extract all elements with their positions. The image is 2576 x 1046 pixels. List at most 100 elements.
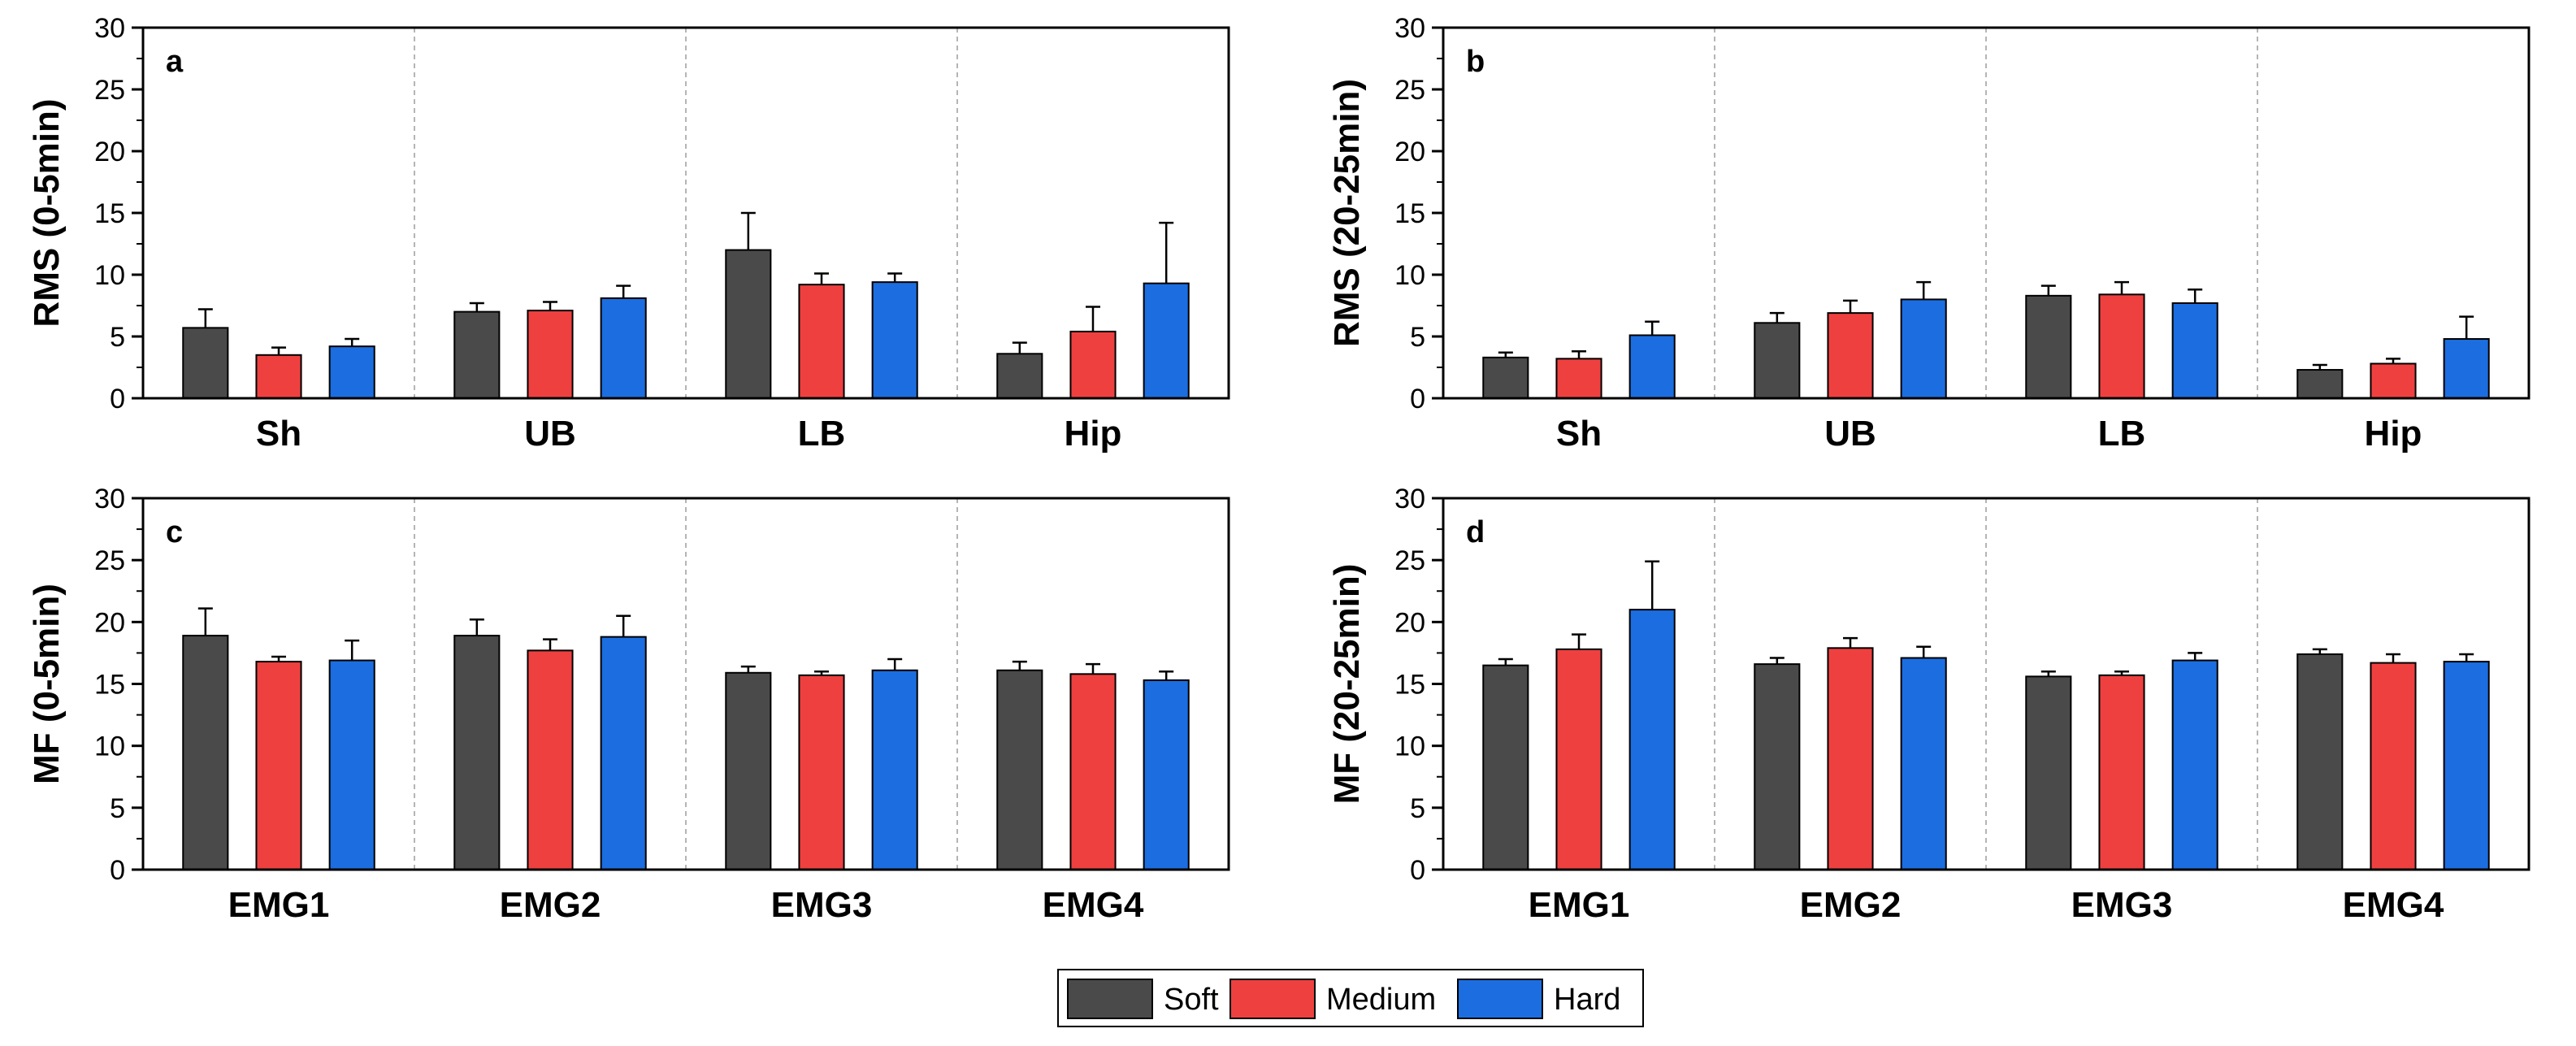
bar-hard-emg2 [600,636,647,870]
legend-label-soft: Soft [1164,983,1219,1017]
plot-frame [141,26,1230,400]
bar-soft-emg1 [182,635,229,871]
bar-hard-emg1 [328,659,375,870]
y-tick-label: 20 [94,137,125,167]
y-tick-label: 25 [94,75,125,106]
bar-soft-emg2 [453,635,501,871]
x-category-label: Hip [2365,414,2422,454]
bar-medium-hip [2370,362,2417,400]
y-tick-label: 10 [1394,731,1425,762]
x-category-label: UB [1824,414,1876,454]
y-tick-label: 30 [94,13,125,44]
bar-medium-emg4 [1069,673,1117,871]
bar-soft-sh [1482,356,1529,399]
bar-hard-ub [1900,298,1947,399]
legend-label-medium: Medium [1326,983,1436,1017]
x-category-label: EMG1 [228,885,330,925]
x-category-label: EMG4 [1043,885,1144,925]
legend-swatch-hard [1457,979,1543,1019]
bar-hard-emg3 [871,669,918,871]
y-axis-title: MF (0-5min) [27,584,67,784]
bar-hard-sh [1628,334,1676,400]
x-category-label: EMG1 [1529,885,1630,925]
bar-hard-emg1 [1628,609,1676,870]
panel-label: d [1466,515,1485,549]
x-category-label: Sh [1556,414,1602,454]
y-tick-label: 15 [94,670,125,701]
y-tick-label: 0 [1410,384,1425,414]
panel-label: b [1466,45,1485,79]
bar-medium-ub [527,310,574,399]
bar-soft-emg3 [725,671,772,870]
legend-swatch-medium [1229,979,1316,1019]
plot-frame [1442,26,2530,400]
bar-soft-lb [725,249,772,399]
bar-soft-ub [1754,322,1801,399]
bar-soft-hip [996,353,1043,399]
bar-hard-emg4 [2443,661,2490,871]
bar-medium-emg2 [1827,647,1874,870]
bar-soft-sh [182,327,229,399]
bar-medium-emg1 [255,661,302,871]
x-category-label: EMG2 [1800,885,1902,925]
bar-medium-lb [2098,293,2145,400]
y-tick-label: 30 [1394,484,1425,514]
x-category-label: LB [798,414,846,454]
y-tick-label: 10 [94,260,125,291]
bar-hard-lb [871,281,918,399]
panel-label: a [166,45,184,79]
y-tick-label: 20 [94,607,125,638]
legend-swatch-soft [1067,979,1153,1019]
y-tick-label: 0 [110,384,125,414]
y-tick-label: 10 [94,731,125,762]
y-tick-label: 15 [1394,198,1425,229]
y-tick-label: 15 [94,198,125,229]
chart-panel-a: 0 5 10 15 20 25 30 Sh UB LB Hip a RMS (0-5min) [27,13,1230,454]
y-tick-label: 0 [110,855,125,886]
bar-medium-emg3 [798,674,845,870]
panel-label: c [166,515,183,549]
y-tick-label: 5 [1410,322,1425,353]
bar-soft-emg1 [1482,664,1529,871]
y-tick-label: 5 [110,793,125,824]
y-tick-label: 30 [1394,13,1425,44]
chart-panel-c: 0 5 10 15 20 25 30 EMG1 EMG2 EMG3 EMG4 c MF (0-5min) [27,484,1230,925]
bar-soft-emg4 [2296,653,2344,870]
bar-soft-lb [2025,294,2072,399]
x-category-label: EMG3 [771,885,873,925]
bar-medium-sh [1555,358,1602,399]
bar-medium-emg4 [2370,662,2417,870]
chart-panel-b: 0 5 10 15 20 25 30 Sh UB LB Hip b RMS (20-25min) [1327,13,2530,454]
bar-soft-hip [2296,369,2344,400]
y-tick-label: 25 [94,545,125,576]
y-tick-label: 5 [110,322,125,353]
y-axis-title: RMS (20-25min) [1327,79,1367,347]
bar-hard-hip [1143,282,1190,400]
y-tick-label: 20 [1394,137,1425,167]
bar-medium-lb [798,284,845,399]
bar-medium-emg1 [1555,648,1602,870]
plot-frame [141,497,1230,871]
chart-panel-d: 0 5 10 15 20 25 30 EMG1 EMG2 EMG3 EMG4 d MF (20-25mi… [1327,484,2530,925]
bar-soft-emg3 [2025,675,2072,870]
bar-hard-lb [2171,302,2218,399]
y-axis-title: MF (20-25min) [1327,564,1367,805]
y-tick-label: 0 [1410,855,1425,886]
bar-medium-ub [1827,312,1874,399]
bar-soft-ub [453,310,501,400]
y-tick-label: 10 [1394,260,1425,291]
bar-soft-emg4 [996,669,1043,871]
bar-hard-emg3 [2171,659,2218,870]
bar-medium-emg3 [2098,674,2145,870]
y-tick-label: 25 [1394,75,1425,106]
legend-label-hard: Hard [1554,983,1620,1017]
y-axis-title: RMS (0-5min) [27,98,67,327]
bar-soft-emg2 [1754,663,1801,870]
x-category-label: EMG2 [500,885,601,925]
x-category-label: Hip [1065,414,1122,454]
bar-medium-sh [255,354,302,399]
bar-hard-ub [600,297,647,400]
legend: Soft Medium Hard [1057,969,1644,1027]
x-category-label: LB [2098,414,2146,454]
